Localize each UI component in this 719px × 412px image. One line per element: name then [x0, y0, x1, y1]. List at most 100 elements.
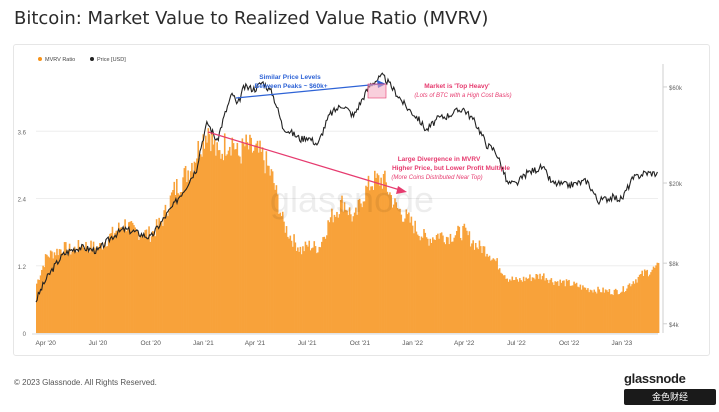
- mvrv-bar: [119, 228, 121, 333]
- mvrv-bar: [646, 269, 649, 333]
- mvrv-bar: [170, 192, 173, 333]
- mvrv-bar: [604, 289, 607, 333]
- mvrv-bar: [286, 236, 289, 333]
- blue-arrow: [235, 83, 381, 99]
- legend-label: MVRV Ratio: [45, 57, 75, 63]
- mvrv-bar: [592, 292, 594, 333]
- mvrv-bar: [313, 241, 316, 333]
- mvrv-bar: [254, 145, 256, 333]
- mvrv-bar: [51, 251, 53, 333]
- mvrv-bar: [433, 239, 435, 333]
- mvrv-bar: [86, 248, 89, 333]
- mvrv-bar: [503, 275, 506, 333]
- mvrv-bar: [617, 294, 620, 333]
- mvrv-bar: [401, 221, 404, 333]
- mvrv-bar: [372, 189, 375, 333]
- mvrv-bar: [370, 186, 372, 333]
- mvrv-bar: [486, 253, 488, 333]
- mvrv-bar: [444, 244, 447, 333]
- annotations: Similar Price Levels Between Peaks ~ $60k…: [207, 74, 512, 194]
- mvrv-bar: [148, 226, 150, 333]
- mvrv-bar: [67, 250, 70, 333]
- mvrv-bar: [508, 279, 511, 333]
- mvrv-bar: [418, 235, 420, 333]
- mvrv-bar: [519, 278, 521, 333]
- mvrv-bar: [211, 131, 213, 333]
- mvrv-bar: [154, 236, 157, 333]
- mvrv-bar: [653, 267, 656, 333]
- mvrv-bar: [212, 144, 215, 333]
- mvrv-bar: [466, 230, 468, 333]
- mvrv-bar: [614, 288, 617, 333]
- mvrv-bar: [337, 217, 340, 333]
- mvrv-bar: [577, 286, 579, 333]
- mvrv-bar: [468, 231, 471, 333]
- mvrv-bar: [158, 217, 160, 333]
- annotation-text: Market is 'Top Heavy': [424, 83, 490, 90]
- mvrv-bar: [292, 246, 294, 333]
- mvrv-bar: [541, 275, 544, 333]
- mvrv-bar: [607, 291, 609, 333]
- mvrv-bar: [454, 235, 457, 333]
- mvrv-bar: [135, 229, 138, 333]
- mvrv-bar: [651, 269, 654, 333]
- left-tick-label: 3.6: [18, 130, 27, 136]
- mvrv-bar: [548, 283, 550, 333]
- mvrv-bar: [397, 209, 400, 333]
- mvrv-bar: [346, 210, 348, 333]
- mvrv-bar: [570, 285, 573, 333]
- mvrv-bar: [288, 238, 290, 333]
- annotation-text: Similar Price Levels: [259, 74, 321, 81]
- mvrv-bar: [174, 195, 177, 333]
- mvrv-bar: [551, 282, 554, 333]
- mvrv-bar: [450, 241, 453, 333]
- mvrv-bar: [580, 289, 583, 333]
- mvrv-bar: [522, 276, 525, 333]
- mvrv-bar: [295, 250, 298, 333]
- mvrv-bar: [76, 252, 78, 333]
- mvrv-bar: [358, 198, 361, 333]
- mvrv-bar: [582, 285, 584, 333]
- mvrv-bar: [399, 208, 401, 333]
- mvrv-bar: [319, 247, 322, 333]
- mvrv-bar: [250, 137, 252, 333]
- mvrv-bar: [516, 279, 519, 333]
- mvrv-bar: [405, 209, 408, 333]
- mvrv-bar: [438, 238, 440, 333]
- mvrv-bar: [201, 156, 203, 333]
- mvrv-bar: [536, 274, 539, 333]
- mvrv-bar: [159, 221, 162, 333]
- mvrv-bar: [420, 236, 423, 333]
- mvrv-bar: [506, 278, 509, 333]
- mvrv-bar: [631, 284, 633, 333]
- mvrv-bar: [257, 152, 260, 333]
- mvrv-bar: [371, 186, 374, 333]
- mvrv-bar: [439, 233, 442, 333]
- mvrv-bar: [97, 249, 100, 333]
- mvrv-bar: [382, 173, 385, 333]
- mvrv-bar: [513, 279, 516, 333]
- watermark-text: glassnode: [270, 179, 434, 220]
- mvrv-bar: [131, 222, 134, 333]
- mvrv-bar: [411, 225, 414, 333]
- mvrv-bar: [350, 214, 352, 333]
- x-tick-label: Jan '22: [402, 340, 423, 347]
- mvrv-bar: [144, 230, 147, 333]
- annotation-text: (More Coins Distributed Near Top): [391, 175, 482, 181]
- mvrv-bar: [515, 277, 517, 333]
- mvrv-bar: [115, 230, 118, 333]
- mvrv-bar: [363, 201, 366, 333]
- mvrv-bar: [637, 276, 640, 333]
- mvrv-bar: [626, 288, 628, 333]
- mvrv-bar: [271, 171, 274, 333]
- mvrv-bar: [613, 289, 616, 333]
- mvrv-bar: [575, 282, 578, 333]
- mvrv-bar: [597, 286, 599, 333]
- mvrv-bar: [36, 283, 38, 333]
- mvrv-bar: [532, 277, 535, 333]
- mvrv-bar: [52, 258, 54, 333]
- mvrv-bar: [338, 214, 341, 333]
- mvrv-bar: [476, 247, 478, 333]
- mvrv-bar: [396, 207, 399, 333]
- mvrv-bar: [487, 256, 490, 333]
